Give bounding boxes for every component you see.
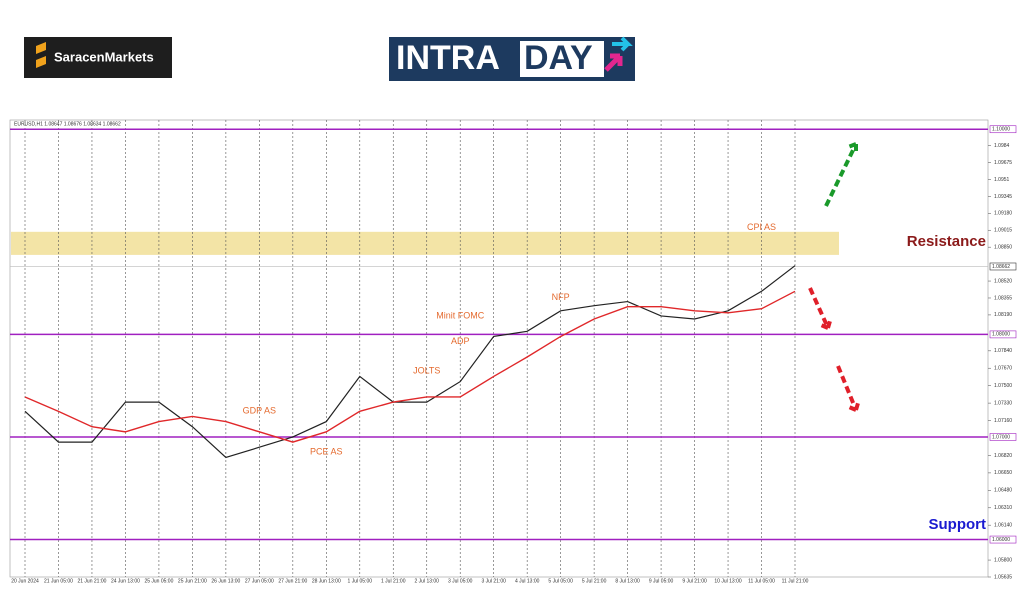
y-tick-label: 1.0984 xyxy=(994,143,1010,149)
x-tick-label: 27 Jun 21:00 xyxy=(278,578,307,584)
x-tick-label: 27 Jun 05:00 xyxy=(245,578,274,584)
current-price-label: 1.08662 xyxy=(992,264,1010,270)
x-tick-label: 5 Jul 21:00 xyxy=(582,578,607,584)
x-tick-label: 4 Jul 13:00 xyxy=(515,578,540,584)
y-tick-label: 1.07160 xyxy=(994,418,1012,424)
y-tick-label: 1.08520 xyxy=(994,278,1012,284)
x-tick-label: 21 Jun 21:00 xyxy=(77,578,106,584)
y-tick-label: 1.05635 xyxy=(994,574,1012,580)
ma-line xyxy=(24,290,796,443)
x-tick-label: 8 Jul 13:00 xyxy=(615,578,640,584)
level-box xyxy=(989,125,1017,134)
x-tick-label: 9 Jul 21:00 xyxy=(682,578,707,584)
support-label: Support xyxy=(929,516,987,533)
y-tick-label: 1.0951 xyxy=(994,177,1010,183)
x-tick-label: 11 Jul 21:00 xyxy=(782,578,809,584)
y-tick-label: 1.09015 xyxy=(994,228,1012,234)
x-tick-label: 11 Jul 05:00 xyxy=(748,578,775,584)
y-tick-label: 1.09345 xyxy=(994,194,1012,200)
down-arrow xyxy=(808,287,832,330)
resistance-label: Resistance xyxy=(907,233,986,250)
x-tick-label: 2 Jul 13:00 xyxy=(415,578,440,584)
x-tick-label: 25 Jun 21:00 xyxy=(178,578,207,584)
y-tick-label: 1.07330 xyxy=(994,400,1012,406)
y-tick-label: 1.06650 xyxy=(994,470,1012,476)
banner-arrow xyxy=(612,36,633,52)
resistance-zone xyxy=(11,231,839,255)
x-tick-label: 24 Jun 13:00 xyxy=(111,578,140,584)
price-line xyxy=(24,265,796,459)
y-tick-label: 1.08355 xyxy=(994,295,1012,301)
x-tick-label: 26 Jun 13:00 xyxy=(211,578,240,584)
level-label: 1.06000 xyxy=(992,537,1010,543)
x-tick-label: 3 Jul 05:00 xyxy=(448,578,473,584)
current-price-box xyxy=(989,262,1017,271)
y-tick-label: 1.08190 xyxy=(994,312,1012,318)
y-tick-label: 1.06480 xyxy=(994,488,1012,494)
event-label: ADP xyxy=(451,336,470,346)
x-tick-label: 1 Jul 05:00 xyxy=(348,578,373,584)
x-tick-label: 21 Jun 05:00 xyxy=(44,578,73,584)
y-tick-label: 1.09675 xyxy=(994,160,1012,166)
x-tick-label: 20 Jun 2024 xyxy=(11,578,39,584)
y-tick-label: 1.07500 xyxy=(994,383,1012,389)
y-tick-label: 1.06140 xyxy=(994,523,1012,529)
x-tick-label: 10 Jul 13:00 xyxy=(714,578,741,584)
y-tick-label: 1.07670 xyxy=(994,366,1012,372)
brand-name: SaracenMarkets xyxy=(54,49,154,64)
x-tick-label: 3 Jul 21:00 xyxy=(481,578,506,584)
banner-arrow xyxy=(604,53,623,72)
y-tick-label: 1.08850 xyxy=(994,245,1012,251)
level-label: 1.07000 xyxy=(992,434,1010,440)
level-label: 1.10000 xyxy=(992,127,1010,133)
y-tick-label: 1.06310 xyxy=(994,505,1012,511)
level-box xyxy=(989,433,1017,441)
x-tick-label: 5 Jul 05:00 xyxy=(548,578,573,584)
y-tick-label: 1.06820 xyxy=(994,453,1012,459)
banner-right: DAY xyxy=(524,39,593,77)
event-label: NFP xyxy=(552,292,570,302)
plot-frame xyxy=(9,119,989,578)
x-tick-label: 9 Jul 05:00 xyxy=(649,578,674,584)
level-label: 1.08000 xyxy=(992,332,1010,338)
x-tick-label: 28 Jun 13:00 xyxy=(312,578,341,584)
y-tick-label: 1.07840 xyxy=(994,348,1012,354)
banner-left: INTRA xyxy=(396,39,500,77)
down-arrow xyxy=(836,365,860,412)
y-tick-label: 1.09180 xyxy=(994,211,1012,217)
level-box xyxy=(989,535,1017,544)
banner-box xyxy=(520,41,604,77)
y-tick-label: 1.05800 xyxy=(994,557,1012,563)
up-arrow xyxy=(824,142,858,207)
x-tick-label: 25 Jun 05:00 xyxy=(144,578,173,584)
chart-header: EURUSD,H1 1.08647 1.08676 1.08634 1.0866… xyxy=(14,121,121,127)
brand-icon xyxy=(36,42,46,68)
event-label: JOLTS xyxy=(413,366,440,376)
event-label: GDP AS xyxy=(243,406,276,416)
brand-logo xyxy=(24,37,172,78)
event-label: Minit FOMC xyxy=(436,310,484,320)
event-label: PCE AS xyxy=(310,447,343,457)
x-tick-label: 1 Jul 21:00 xyxy=(381,578,406,584)
event-label: CPI AS xyxy=(747,222,776,232)
level-box xyxy=(989,330,1017,339)
